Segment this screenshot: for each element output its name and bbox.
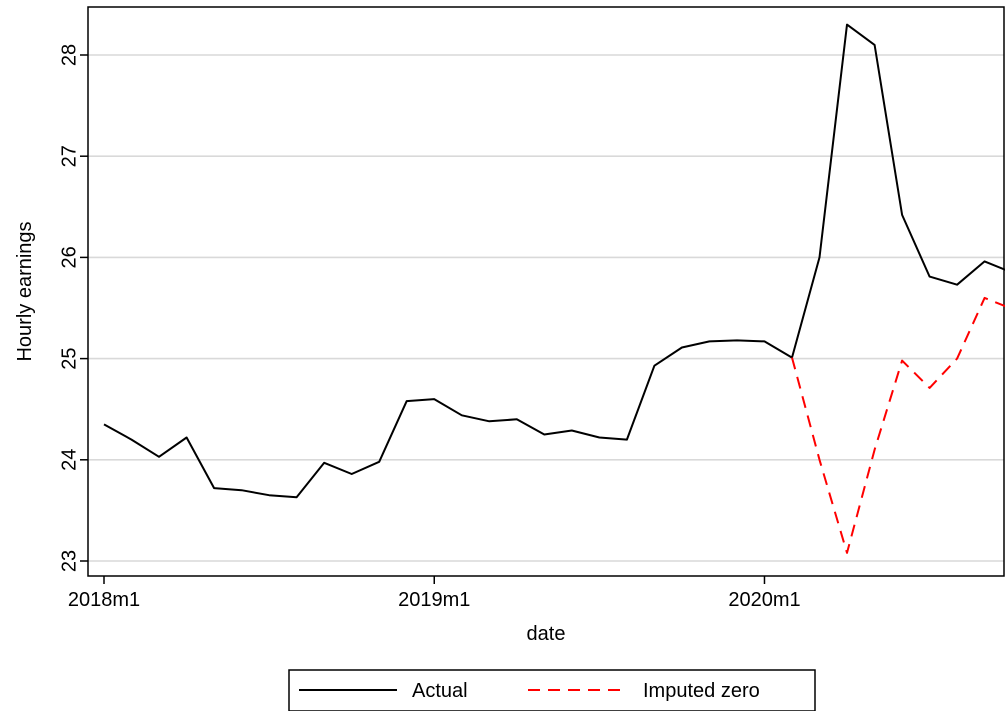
legend-label-actual: Actual	[412, 680, 468, 702]
x-tick-label: 2020m1	[728, 589, 800, 611]
y-axis-title: Hourly earnings	[14, 221, 36, 361]
plot-frame	[87, 6, 1005, 577]
y-tick-label: 25	[58, 347, 80, 369]
x-axis-title: date	[527, 623, 566, 645]
legend: Actual Imputed zero	[288, 669, 816, 711]
legend-label-imputed-zero: Imputed zero	[643, 680, 760, 702]
y-tick-label: 27	[58, 145, 80, 167]
x-tick-label: 2018m1	[68, 589, 140, 611]
y-tick-label: 24	[58, 449, 80, 471]
series-lines	[103, 23, 1005, 554]
series-line-imputed-zero	[791, 296, 1005, 554]
x-tick-label: 2019m1	[398, 589, 470, 611]
y-tick-label: 23	[58, 550, 80, 572]
series-line-actual	[103, 23, 1005, 499]
y-tick-label: 26	[58, 246, 80, 268]
y-tick-label: 28	[58, 44, 80, 66]
axes: 2324252627282018m12019m12020m12021m1	[58, 44, 800, 611]
grid-lines	[88, 54, 1004, 562]
